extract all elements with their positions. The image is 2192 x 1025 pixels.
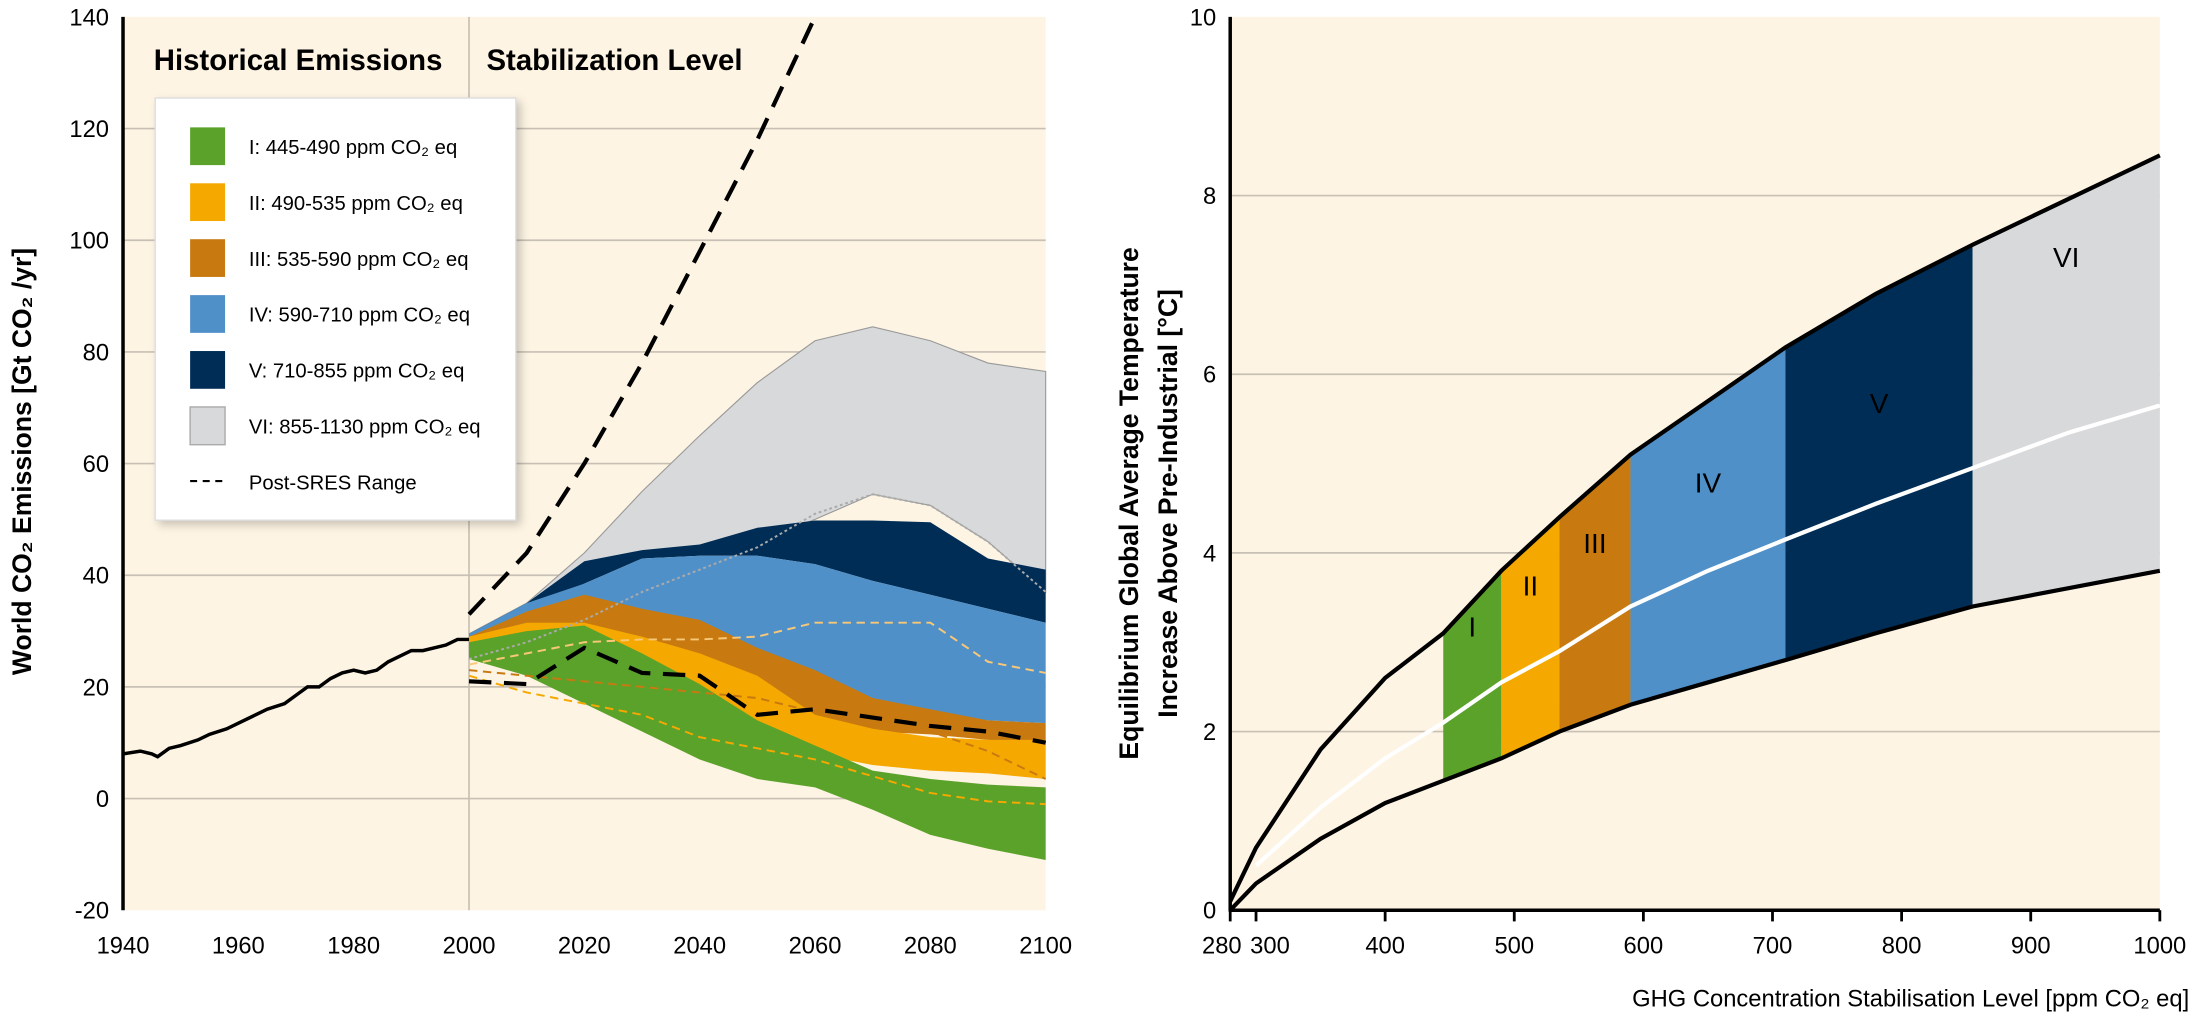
category-label-II: II: [1523, 570, 1539, 601]
temperature-tick-labels: 0 2 4 6 8 10 280 300 400 500 600 700 800 900 1000: [1190, 4, 2186, 959]
category-label-VI: VI: [2053, 242, 2079, 273]
legend-label: I: 445-490 ppm CO₂ eq: [249, 137, 457, 159]
x-tick-label: 600: [1624, 933, 1664, 960]
x-tick-label: 2100: [1019, 933, 1072, 960]
legend-swatch-IV: [190, 295, 226, 333]
category-label-III: III: [1583, 528, 1606, 559]
legend-label: IV: 590-710 ppm CO₂ eq: [249, 305, 470, 327]
category-label-V: V: [1870, 388, 1889, 419]
y-tick-label: -20: [75, 898, 109, 925]
band-IV: [469, 555, 1046, 724]
x-tick-label: 2080: [904, 933, 957, 960]
temperature-x-axis-title: GHG Concentration Stabilisation Level [p…: [1632, 986, 2189, 1013]
x-tick-label: 280: [1202, 933, 1242, 960]
legend: I: 445-490 ppm CO₂ eq II: 490-535 ppm CO₂…: [154, 97, 517, 521]
category-label-IV: IV: [1695, 468, 1722, 499]
category-band-V: [1785, 244, 1973, 661]
y-tick-label: 6: [1203, 362, 1216, 389]
x-tick-label: 1000: [2133, 933, 2186, 960]
category-band-I: [1443, 570, 1502, 781]
category-band-III: [1559, 454, 1631, 732]
legend-label: III: 535-590 ppm CO₂ eq: [249, 249, 469, 271]
y-tick-label: 0: [96, 786, 109, 813]
x-tick-label: 400: [1365, 933, 1405, 960]
y-tick-label: 60: [83, 451, 109, 478]
temperature-y-axis-title-line2: Increase Above Pre-Industrial [°C]: [1153, 289, 1183, 718]
x-tick-label: 800: [1882, 933, 1922, 960]
y-tick-label: 40: [83, 563, 109, 590]
legend-swatch-I: [190, 127, 226, 166]
category-band-VI: [1972, 155, 2160, 607]
section-label-historical: Historical Emissions: [154, 44, 443, 77]
temperature-y-axis-title-line1: Equilibrium Global Average Temperature: [1114, 247, 1144, 759]
y-tick-label: 2: [1203, 719, 1216, 746]
x-tick-label: 500: [1494, 933, 1534, 960]
legend-swatch-VI: [189, 406, 226, 446]
x-tick-label: 2000: [443, 933, 496, 960]
legend-label: Post-SRES Range: [249, 472, 417, 494]
category-band-IV: [1630, 347, 1786, 705]
y-tick-label: 0: [1203, 898, 1216, 925]
emissions-median-lines: [468, 493, 1047, 806]
legend-label: V: 710-855 ppm CO₂ eq: [249, 361, 465, 383]
median-line-IV: [468, 621, 1046, 674]
legend-label: VI: 855-1130 ppm CO₂ eq: [249, 417, 481, 439]
temperature-curves: [1228, 153, 2161, 912]
post-sres-range-lines: [467, 16, 1047, 745]
y-tick-label: 140: [69, 4, 109, 31]
emissions-bands: [468, 326, 1047, 860]
x-tick-label: 2060: [789, 933, 842, 960]
category-band-II: [1501, 517, 1560, 759]
category-label-I: I: [1468, 612, 1476, 643]
band-V: [469, 520, 1046, 637]
median-line-I: [468, 674, 1046, 806]
x-tick-label: 1980: [327, 933, 380, 960]
x-tick-label: 900: [2011, 933, 2051, 960]
legend-swatch-II: [190, 183, 226, 222]
y-tick-label: 20: [83, 674, 109, 701]
emissions-y-axis-title: World CO₂ Emissions [Gt CO₂ /yr]: [7, 248, 37, 675]
y-tick-label: 4: [1203, 540, 1216, 567]
legend-swatch-V: [190, 351, 226, 389]
lower-bound-curve: [1228, 568, 2161, 912]
legend-swatch-III: [190, 239, 226, 277]
x-tick-label: 1960: [212, 933, 265, 960]
y-tick-label: 120: [69, 116, 109, 143]
x-tick-label: 700: [1753, 933, 1793, 960]
post-sres-lower: [468, 645, 1047, 745]
x-tick-label: 2020: [558, 933, 611, 960]
legend-label: II: 490-535 ppm CO₂ eq: [249, 193, 463, 215]
historical-emissions-line: [122, 637, 470, 759]
x-tick-label: 1940: [97, 933, 150, 960]
y-tick-label: 80: [83, 339, 109, 366]
median-line-VI: [468, 493, 1047, 660]
best-estimate-curve: [1254, 403, 2161, 868]
post-sres-upper: [467, 16, 817, 616]
x-tick-label: 2040: [673, 933, 726, 960]
x-tick-label: 300: [1250, 933, 1290, 960]
upper-bound-curve: [1228, 153, 2161, 903]
historical-line: [122, 637, 470, 759]
y-tick-label: 8: [1203, 183, 1216, 210]
section-label-stabilization: Stabilization Level: [486, 44, 742, 77]
y-tick-label: 10: [1190, 4, 1216, 31]
y-tick-label: 100: [69, 228, 109, 255]
